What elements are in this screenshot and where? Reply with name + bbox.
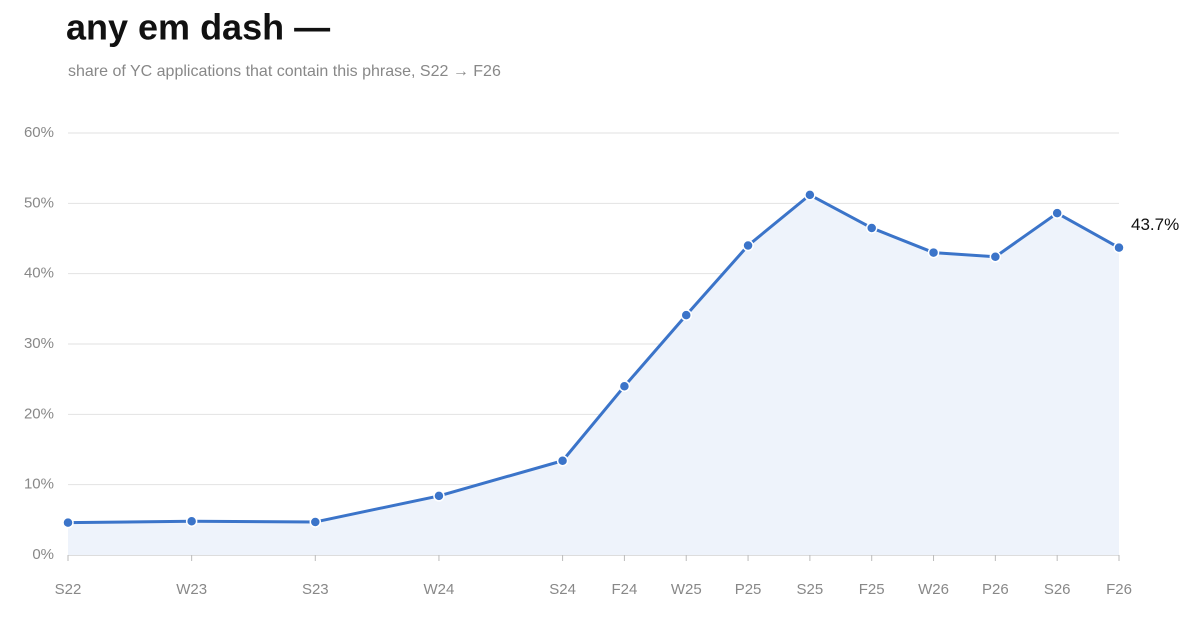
area <box>68 194 1119 556</box>
x-tick-label: F25 <box>859 581 885 598</box>
value-label: 43.7% <box>1131 215 1179 234</box>
point <box>309 516 322 528</box>
point <box>185 515 198 527</box>
x-tick-label: P25 <box>735 581 762 598</box>
y-tick-label: 20% <box>24 405 54 422</box>
point <box>618 380 631 392</box>
y-tick-label: 60% <box>24 124 54 141</box>
x-tick-label: W26 <box>918 581 949 598</box>
point <box>1113 241 1125 254</box>
x-tick-label: F26 <box>1106 581 1132 598</box>
x-tick-label: S24 <box>549 581 576 598</box>
point <box>1051 207 1063 219</box>
x-tick-label: S26 <box>1044 581 1071 598</box>
point <box>680 309 692 321</box>
point <box>433 490 445 502</box>
point <box>804 189 816 201</box>
x-tick-label: W23 <box>176 581 207 598</box>
y-tick-label: 30% <box>24 335 54 352</box>
x-tick-label: F24 <box>611 581 637 598</box>
y-tick-label: 40% <box>24 265 54 282</box>
chart-subtitle: share of YC applications that contain th… <box>68 63 501 80</box>
x-tick-label: S25 <box>797 581 824 598</box>
point <box>556 455 569 467</box>
point <box>865 222 878 234</box>
point <box>62 516 74 529</box>
y-tick-label: 50% <box>24 194 54 211</box>
x-tick-label: P26 <box>982 581 1009 598</box>
y-tick-label: 0% <box>32 546 54 563</box>
chart-title: any em dash — <box>66 7 330 48</box>
x-tick-label: S23 <box>302 581 329 598</box>
point <box>742 239 754 252</box>
y-tick-label: 10% <box>24 476 54 493</box>
point <box>927 246 940 259</box>
x-tick-label: W24 <box>424 581 455 598</box>
point <box>989 251 1002 263</box>
x-tick-label: S22 <box>55 581 82 598</box>
x-tick-label: W25 <box>671 581 702 598</box>
line <box>67 193 1120 525</box>
